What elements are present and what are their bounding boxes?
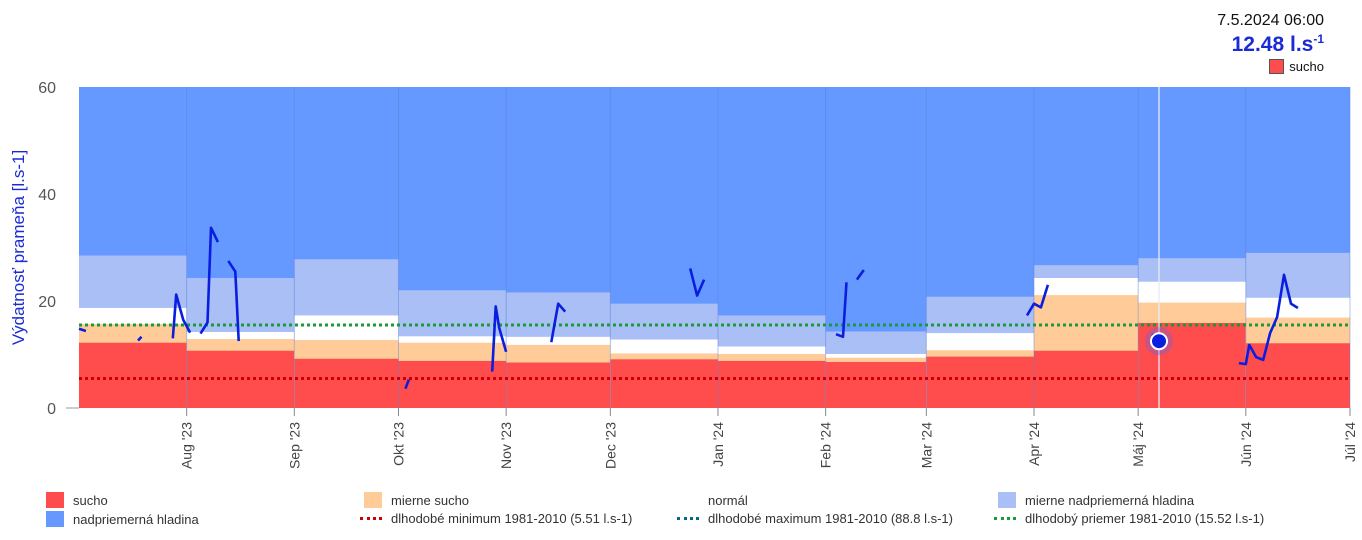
band-sucho-2023-12 (610, 359, 718, 408)
y-tick-label: 40 (38, 187, 56, 204)
legend-item-sucho[interactable]: sucho (46, 492, 108, 508)
reference-lines (79, 323, 1350, 381)
legend-label-min: dlhodobé minimum 1981-2010 (5.51 l.s-1) (391, 511, 633, 526)
legend-swatch-normal (681, 492, 699, 508)
x-tick-label: Okt '23 (390, 422, 406, 466)
y-tick-label: 20 (38, 294, 56, 311)
legend-label-priemer: dlhodobý priemer 1981-2010 (15.52 l.s-1) (1025, 511, 1265, 526)
x-tick-label: Sep '23 (286, 422, 302, 469)
legend: sucho mierne sucho normál mierne nadprie… (46, 490, 1346, 530)
legend-swatch-sucho (46, 492, 64, 508)
tooltip-value-number: 12.48 l.s (1231, 33, 1314, 56)
hover-cursor (1145, 87, 1174, 408)
band-sucho-2024-02 (825, 361, 927, 408)
band-sucho-2024-04 (1033, 350, 1139, 408)
legend-swatch-nadpriemerna (46, 511, 64, 527)
x-tick-label: Dec '23 (602, 422, 618, 469)
axes: Aug '23 Sep '23 Okt '23 Nov '23 Dec '23 Jan '… (9, 80, 1358, 469)
band-sucho-2024-06 (1245, 343, 1350, 408)
chart-canvas: Aug '23 Sep '23 Okt '23 Nov '23 Dec '23 Jan '… (9, 80, 1358, 469)
legend-label-nadpriemerna: nadpriemerná hladina (73, 511, 199, 527)
x-tick-label: Mar '24 (918, 422, 934, 468)
legend-label-max: dlhodobé maximum 1981-2010 (88.8 l.s-1) (708, 511, 953, 526)
tooltip-status-swatch (1269, 59, 1285, 74)
legend-item-priemer[interactable]: dlhodobý priemer 1981-2010 (15.52 l.s-1) (994, 511, 1264, 526)
legend-item-normal[interactable]: normál (681, 492, 748, 508)
legend-swatch-mierne-nadpriemerna (998, 492, 1016, 508)
legend-item-mierne-nadpriemerna[interactable]: mierne nadpriemerná hladina (998, 492, 1194, 508)
legend-line-max (677, 517, 699, 520)
legend-item-min[interactable]: dlhodobé minimum 1981-2010 (5.51 l.s-1) (360, 511, 632, 526)
legend-item-mierne-sucho[interactable]: mierne sucho (364, 492, 469, 508)
band-sucho-2023-07 (79, 342, 187, 408)
y-axis-title: Výdatnosť prameňa [l.s-1] (9, 150, 28, 345)
legend-line-priemer (994, 517, 1016, 520)
band-sucho-2023-10 (398, 360, 507, 408)
band-sucho-2024-01 (717, 360, 826, 408)
legend-item-nadpriemerna[interactable]: nadpriemerná hladina (46, 511, 199, 527)
tooltip-status-label: sucho (1289, 59, 1324, 74)
x-tick-label: Júl '24 (1342, 422, 1358, 462)
x-tick-label: Feb '24 (818, 422, 834, 468)
band-sucho-2023-11 (506, 362, 611, 408)
band-sucho-2024-03 (926, 356, 1034, 408)
y-tick-label: 60 (38, 80, 56, 97)
tooltip-value: 12.48 l.s-1 (1217, 32, 1324, 57)
x-tick-label: Nov '23 (498, 422, 514, 469)
legend-line-min (360, 517, 382, 520)
x-tick-label: Aug '23 (179, 422, 195, 469)
legend-item-max[interactable]: dlhodobé maximum 1981-2010 (88.8 l.s-1) (677, 511, 953, 526)
legend-swatch-mierne-sucho (364, 492, 382, 508)
y-tick-label: 0 (47, 401, 56, 418)
x-tick-label: Jún '24 (1238, 422, 1254, 467)
tooltip-status: sucho (1217, 59, 1324, 74)
status-bands (79, 87, 1350, 408)
band-sucho-2023-08 (186, 350, 295, 408)
legend-label-mierne-sucho: mierne sucho (391, 492, 470, 508)
band-sucho-2023-09 (294, 358, 399, 408)
legend-label-mierne-nadpriemerna: mierne nadpriemerná hladina (1025, 492, 1195, 508)
x-tick-label: Apr '24 (1026, 422, 1042, 466)
hover-tooltip: 7.5.2024 06:00 12.48 l.s-1 sucho (1217, 12, 1324, 74)
x-tick-label: Jan '24 (710, 422, 726, 467)
x-tick-label: Máj '24 (1130, 422, 1146, 467)
legend-label-normal: normál (708, 492, 748, 508)
tooltip-date: 7.5.2024 06:00 (1217, 12, 1324, 29)
hover-marker (1150, 332, 1169, 351)
legend-label-sucho: sucho (73, 492, 108, 508)
tooltip-value-exponent: -1 (1313, 32, 1324, 46)
vertical-gridlines (186, 87, 1351, 408)
